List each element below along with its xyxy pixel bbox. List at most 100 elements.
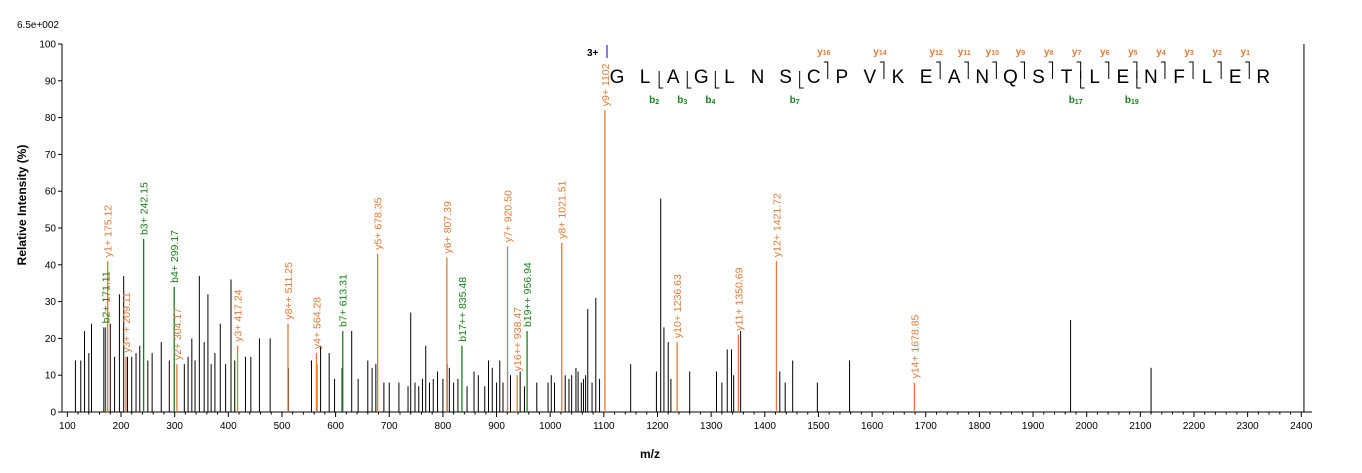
sequence-residue: F [1173, 67, 1185, 88]
y-ion-number: 9 [1021, 50, 1025, 57]
peak-label: y9+ 1102 [600, 63, 612, 106]
b-ion-number: 7 [796, 99, 800, 106]
y-ion-label: y16 [817, 47, 830, 58]
y-ion-label: y5 [1128, 47, 1138, 58]
b-ion-label: b3 [677, 95, 687, 106]
y-ion-number: 10 [991, 50, 999, 57]
y-ion-number: 7 [1077, 50, 1081, 57]
peak-label: b7+ 613.31 [338, 274, 350, 327]
sequence-residue: L [640, 67, 651, 88]
peak-label: b17++ 835.48 [457, 277, 469, 342]
y-ion-bracket [1217, 61, 1222, 79]
peak-label: y3+ 417.24 [233, 289, 245, 341]
x-tick-label: 700 [381, 421, 398, 432]
y-tick-label: 40 [45, 260, 57, 271]
sequence-residue: E [1116, 67, 1129, 88]
peak-label: y8++ 511.25 [283, 262, 295, 320]
y-ion-bracket [879, 61, 885, 79]
peak-label: y1+ 175.12 [103, 205, 115, 257]
sequence-residue: S [1032, 67, 1045, 88]
peak-label: b4+ 299.17 [169, 230, 181, 283]
y-ion-bracket [936, 61, 941, 79]
y-tick-label: 70 [45, 150, 57, 161]
y-ion-bracket [1104, 61, 1110, 79]
sequence-residue: G [610, 67, 625, 88]
b-ion-number: 3 [683, 99, 687, 106]
b-ion-label: b17 [1069, 95, 1083, 106]
peak-label: y8+ 1021.51 [557, 180, 569, 238]
b-ion-label: b7 [790, 95, 800, 106]
y-ion-number: 5 [1134, 50, 1138, 57]
y-ion-label: y4 [1156, 47, 1166, 58]
x-tick-label: 400 [220, 421, 237, 432]
peak-label: b19++ 956.94 [522, 262, 534, 327]
peak-label: y2+ 304.17 [172, 308, 184, 360]
x-tick-label: 300 [166, 421, 183, 432]
sequence-residue: T [1061, 67, 1073, 88]
y-ion-label: y8 [1044, 47, 1054, 58]
x-tick-label: 2300 [1236, 421, 1259, 432]
x-tick-label: 1000 [539, 421, 562, 432]
sequence-residue: K [892, 67, 905, 88]
y-ion-bracket [823, 61, 829, 79]
peak-label: y12+ 1421.72 [771, 193, 783, 257]
intensity-scale-label: 6.5e+002 [17, 20, 59, 31]
sequence-residue: S [779, 67, 792, 88]
sequence-residue: V [864, 67, 877, 88]
b-ion-bracket [658, 71, 664, 89]
x-tick-label: 1900 [1022, 421, 1045, 432]
x-tick-label: 900 [488, 421, 505, 432]
y-ion-number: 4 [1162, 50, 1166, 57]
peak-label: y3+ + 209.11 [121, 292, 133, 353]
x-tick-label: 600 [327, 421, 344, 432]
y-ion-label: y6 [1100, 47, 1110, 58]
y-ion-label: y12 [929, 47, 942, 58]
y-tick-label: 90 [45, 76, 57, 87]
x-tick-label: 1400 [754, 421, 777, 432]
y-ion-number: 2 [1218, 50, 1222, 57]
sequence-residue: C [807, 67, 821, 88]
b-ion-label: b4 [705, 95, 715, 106]
y-ion-number: 12 [935, 50, 943, 57]
y-ion-bracket [964, 61, 969, 79]
sequence-residue: E [1229, 67, 1242, 88]
peak-label: y6+ 807.39 [442, 201, 454, 253]
peak-label: y11+ 1350.69 [733, 267, 745, 330]
spectrum-peaks [74, 44, 1305, 412]
sequence-residue: L [724, 67, 735, 88]
y-tick-label: 30 [45, 297, 57, 308]
y-tick-label: 60 [45, 187, 57, 198]
sequence-residue: Q [1003, 67, 1018, 88]
y-ion-number: 1 [1246, 50, 1250, 57]
y-ion-label: y14 [873, 47, 886, 58]
y-ion-number: 3 [1190, 50, 1194, 57]
sequence-residue: A [667, 67, 680, 88]
y-tick-label: 100 [39, 40, 56, 51]
x-tick-label: 1100 [593, 421, 615, 432]
y-ion-label: y9 [1016, 47, 1026, 58]
x-tick-label: 1500 [807, 421, 830, 432]
peak-label: y16++ 938.47 [512, 307, 524, 371]
y-axis-title: Relative Intensity (%) [15, 145, 29, 266]
sequence-residue: N [751, 67, 765, 88]
y-tick-label: 50 [45, 224, 57, 235]
charge-state: 3+ [587, 48, 599, 59]
peak-label: y5+ 678.35 [373, 197, 385, 249]
y-tick-label: 20 [45, 334, 57, 345]
sequence-residue: N [975, 67, 989, 88]
y-tick-label: 10 [45, 371, 57, 382]
b-ion-label: b2 [649, 95, 659, 106]
y-ion-label: y3 [1184, 47, 1194, 58]
y-ion-bracket [1160, 61, 1166, 79]
x-tick-label: 500 [274, 421, 291, 432]
sequence-residue: R [1256, 67, 1270, 88]
b-ion-bracket [1136, 71, 1141, 89]
axis-ticks: 0 10 20 30 40 50 60 70 80 90 100 100 200 300 400 500 600… [39, 40, 1313, 433]
y-ion-bracket [1245, 61, 1250, 79]
y-tick-label: 0 [50, 408, 56, 419]
y-ion-number: 16 [823, 50, 831, 57]
y-ion-label: y11 [958, 47, 971, 58]
y-ion-bracket [1076, 61, 1082, 79]
